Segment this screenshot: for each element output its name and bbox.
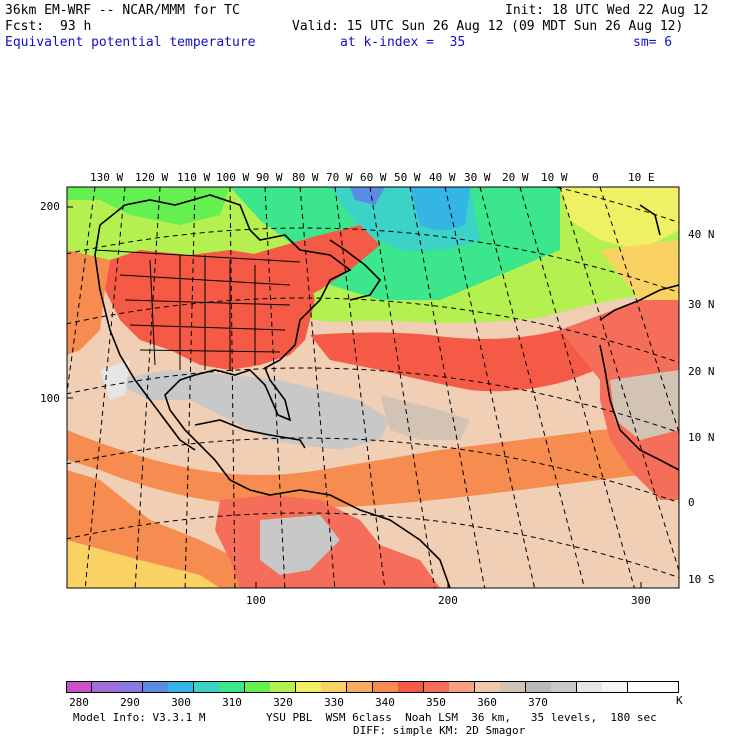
colorbar-swatch <box>423 681 450 693</box>
grid-x-label-300: 300 <box>631 594 651 607</box>
colorbar-swatch <box>91 681 118 693</box>
colorbar-label-320: 320 <box>273 696 293 709</box>
colorbar-swatch <box>193 681 220 693</box>
lon-label-60w: 60 W <box>360 171 387 184</box>
political-borders <box>94 249 301 370</box>
colorbar-label-290: 290 <box>120 696 140 709</box>
lon-label-10e: 10 E <box>628 171 655 184</box>
colorbar-label-350: 350 <box>426 696 446 709</box>
colorbar-label-370: 370 <box>528 696 548 709</box>
forecast-hours: 93 h <box>60 19 92 34</box>
colorbar-swatch <box>295 681 322 693</box>
colorbar-label-300: 300 <box>171 696 191 709</box>
lon-label-130w: 130 W <box>90 171 124 184</box>
axis-ticks <box>67 206 642 588</box>
lon-label-20w: 20 W <box>502 171 529 184</box>
init-time: Init: 18 UTC Wed 22 Aug 12 <box>505 3 709 18</box>
colorbar-label-340: 340 <box>375 696 395 709</box>
colorbar-label-310: 310 <box>222 696 242 709</box>
lon-label-30w: 30 W <box>464 171 491 184</box>
lon-label-80w: 80 W <box>292 171 319 184</box>
colorbar-swatch <box>219 681 246 693</box>
colorbar-swatch <box>398 681 425 693</box>
colorbar-label-280: 280 <box>69 696 89 709</box>
physics-options: YSU PBL WSM 6class Noah LSM 36 km, 35 le… <box>266 711 657 724</box>
smoothing-value: sm= 6 <box>633 35 673 50</box>
lat-label-10s: 10 S <box>688 573 715 586</box>
colorbar-swatch <box>66 681 93 693</box>
field-name: Equivalent potential temperature <box>5 35 256 50</box>
colorbar-swatch <box>576 681 603 693</box>
lon-label-40w: 40 W <box>429 171 456 184</box>
colorbar-swatch <box>627 681 654 693</box>
colorbar-swatch <box>500 681 527 693</box>
colorbar-swatch <box>142 681 169 693</box>
colorbar-swatch <box>474 681 501 693</box>
lon-label-10w: 10 W <box>541 171 568 184</box>
colorbar-label-330: 330 <box>324 696 344 709</box>
colorbar-unit: K <box>676 694 683 707</box>
colorbar-frame <box>66 681 679 693</box>
colorbar-swatch <box>551 681 578 693</box>
colorbar-swatch <box>372 681 399 693</box>
colorbar-swatch <box>321 681 348 693</box>
colorbar-label-360: 360 <box>477 696 497 709</box>
graticule <box>67 187 679 588</box>
colorbar-swatch <box>602 681 629 693</box>
colorbar-swatch <box>449 681 476 693</box>
model-info: Model Info: V3.3.1 M <box>73 711 206 724</box>
colorbar-swatch <box>117 681 144 693</box>
colorbar-swatch <box>168 681 195 693</box>
colorbar-swatch <box>270 681 297 693</box>
grid-x-label-200: 200 <box>438 594 458 607</box>
grid-y-label-100: 100 <box>40 392 60 405</box>
lat-label-40n: 40 N <box>688 228 715 241</box>
map-frame <box>66 186 680 589</box>
forecast-label: Fcst: <box>5 19 45 34</box>
theta-e-field <box>67 187 679 588</box>
lat-label-20n: 20 N <box>688 365 715 378</box>
model-title: 36km EM-WRF -- NCAR/MMM for TC <box>5 3 240 18</box>
diffusion-options: DIFF: simple KM: 2D Smagor <box>353 724 526 737</box>
lon-label-50w: 50 W <box>394 171 421 184</box>
lon-label-70w: 70 W <box>326 171 353 184</box>
coastlines <box>94 194 679 588</box>
lon-label-100w: 100 W <box>216 171 250 184</box>
colorbar-swatch <box>346 681 373 693</box>
vertical-level: at k-index = 35 <box>340 35 466 50</box>
lon-label-90w: 90 W <box>256 171 283 184</box>
lon-label-0: 0 <box>592 171 599 184</box>
grid-y-label-200: 200 <box>40 200 60 213</box>
valid-time: Valid: 15 UTC Sun 26 Aug 12 (09 MDT Sun … <box>292 19 684 34</box>
lat-label-0: 0 <box>688 496 695 509</box>
lat-label-10n: 10 N <box>688 431 715 444</box>
grid-x-label-100: 100 <box>246 594 266 607</box>
lon-label-120w: 120 W <box>135 171 169 184</box>
lon-label-110w: 110 W <box>177 171 211 184</box>
colorbar-swatch <box>244 681 271 693</box>
lat-label-30n: 30 N <box>688 298 715 311</box>
colorbar-swatch <box>525 681 552 693</box>
